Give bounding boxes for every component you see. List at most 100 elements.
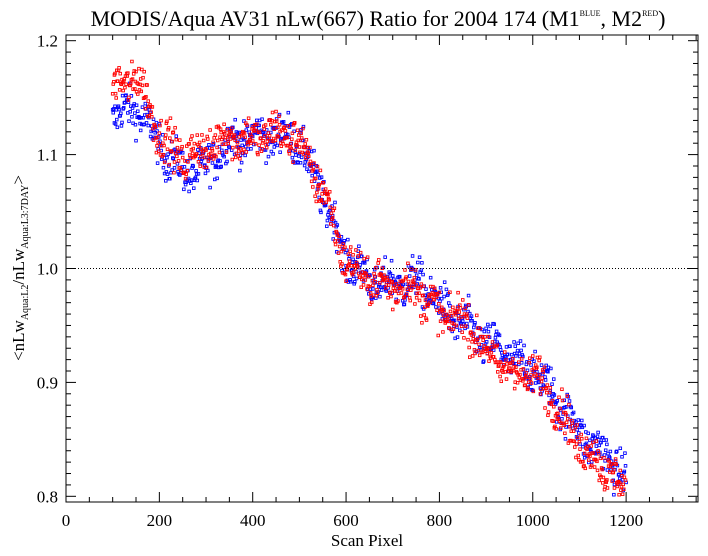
scatter-point xyxy=(314,199,319,204)
scatter-point xyxy=(312,148,316,153)
scatter-point xyxy=(274,109,278,114)
scatter-point xyxy=(557,419,562,424)
scatter-point xyxy=(210,148,215,153)
scatter-point xyxy=(390,307,395,312)
scatter-point xyxy=(580,425,585,430)
scatter-point xyxy=(281,120,286,124)
scatter-point xyxy=(451,305,455,310)
scatter-point xyxy=(465,316,470,320)
scatter-point xyxy=(196,159,201,164)
scatter-point xyxy=(218,127,223,131)
scatter-point xyxy=(581,464,586,469)
scatter-point xyxy=(305,167,309,172)
scatter-point xyxy=(140,83,145,88)
scatter-point xyxy=(617,492,621,497)
scatter-point xyxy=(554,427,558,431)
scatter-point xyxy=(337,244,342,249)
scatter-point xyxy=(473,321,477,325)
scatter-point xyxy=(526,380,531,385)
scatter-point xyxy=(421,293,425,298)
title-m1-superscript: BLUE xyxy=(580,9,601,18)
scatter-point xyxy=(304,137,309,142)
scatter-point xyxy=(145,83,149,87)
scatter-point xyxy=(472,322,477,327)
scatter-point xyxy=(589,444,593,448)
scatter-point xyxy=(131,87,135,91)
scatter-point xyxy=(259,136,263,140)
scatter-point xyxy=(265,139,270,144)
scatter-point xyxy=(142,69,146,74)
scatter-point xyxy=(504,345,509,349)
scatter-point xyxy=(319,210,323,215)
scatter-point xyxy=(448,290,452,294)
scatter-point xyxy=(249,141,253,145)
scatter-point xyxy=(285,132,290,137)
scatter-point xyxy=(582,451,587,456)
scatter-point xyxy=(257,143,261,147)
scatter-point xyxy=(180,151,185,155)
scatter-point xyxy=(599,440,603,445)
scatter-point xyxy=(318,168,323,173)
scatter-point xyxy=(548,386,553,390)
scatter-point xyxy=(133,87,137,91)
scatter-point xyxy=(615,449,619,454)
scatter-point xyxy=(144,121,149,125)
scatter-point xyxy=(504,377,509,381)
scatter-point xyxy=(360,254,364,259)
scatter-point xyxy=(146,123,151,128)
scatter-point xyxy=(261,130,265,135)
scatter-point xyxy=(165,155,169,160)
scatter-point xyxy=(606,464,611,468)
scatter-point xyxy=(475,337,480,342)
scatter-point xyxy=(219,164,223,169)
scatter-point xyxy=(197,144,201,149)
scatter-point xyxy=(411,280,416,284)
scatter-point xyxy=(302,152,306,156)
scatter-point xyxy=(116,104,121,108)
x-tick-label: 0 xyxy=(62,511,71,530)
scatter-point xyxy=(227,145,232,150)
scatter-point xyxy=(325,224,329,228)
scatter-point xyxy=(168,176,172,181)
scatter-point xyxy=(224,150,229,154)
scatter-point xyxy=(544,363,548,368)
x-tick-label: 600 xyxy=(333,511,359,530)
scatter-point xyxy=(456,290,460,295)
scatter-point xyxy=(452,318,457,323)
scatter-point xyxy=(280,120,284,124)
scatter-point xyxy=(360,277,364,282)
scatter-point xyxy=(451,327,456,331)
scatter-point xyxy=(418,286,422,290)
scatter-point xyxy=(536,373,541,377)
scatter-point xyxy=(283,129,288,133)
scatter-point xyxy=(190,134,194,138)
scatter-point xyxy=(562,423,567,427)
scatter-point xyxy=(612,486,617,490)
scatter-point xyxy=(291,160,295,164)
scatter-point xyxy=(560,398,565,403)
scatter-point xyxy=(528,377,533,382)
scatter-point xyxy=(225,159,229,164)
scatter-point xyxy=(618,446,623,451)
scatter-point xyxy=(184,172,188,176)
scatter-point xyxy=(459,324,464,329)
scatter-point xyxy=(562,398,567,402)
scatter-point xyxy=(578,447,582,451)
scatter-point xyxy=(161,165,166,170)
scatter-point xyxy=(344,267,349,271)
scatter-point xyxy=(253,123,257,127)
scatter-point xyxy=(559,421,564,425)
scatter-point xyxy=(165,119,169,124)
scatter-point xyxy=(299,155,304,160)
scatter-point xyxy=(376,261,380,265)
scatter-point xyxy=(571,429,576,433)
scatter-point xyxy=(336,251,341,255)
x-tick-label: 800 xyxy=(427,511,453,530)
scatter-point xyxy=(610,479,614,483)
scatter-point xyxy=(115,68,119,73)
scatter-point xyxy=(582,423,586,428)
scatter-point xyxy=(127,119,131,123)
y-tick-label: 1.1 xyxy=(37,146,58,165)
scatter-point xyxy=(472,347,477,352)
scatter-point xyxy=(272,127,277,132)
